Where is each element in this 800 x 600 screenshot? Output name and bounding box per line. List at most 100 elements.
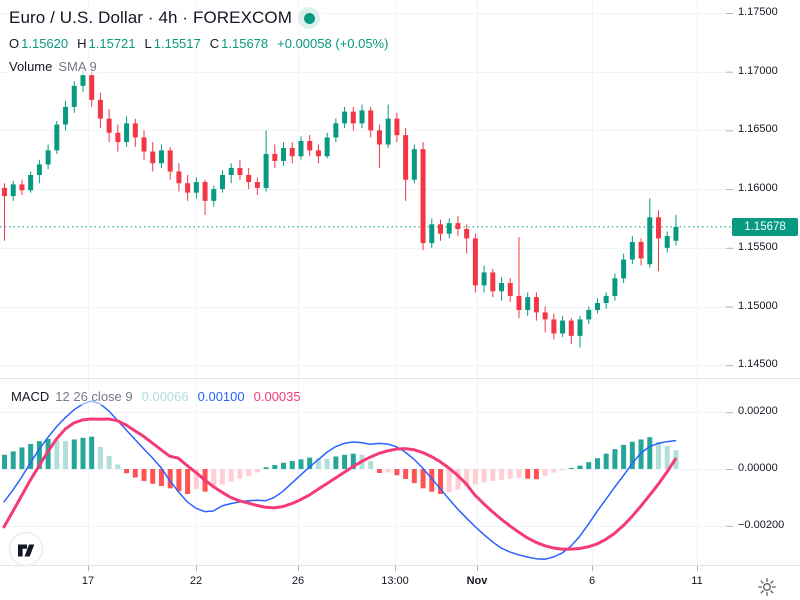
candle-body [507,283,513,296]
price-axis-label: 1.17500 [738,6,778,18]
candle-body [516,295,522,311]
macd-hist-value: 0.00066 [141,389,189,404]
macd-histogram-bar [246,469,252,477]
market-status-dot[interactable] [298,7,321,29]
macd-histogram-bar [254,469,260,473]
candle-body [560,320,566,334]
macd-histogram-bar [315,458,321,469]
candle-body [150,151,156,164]
macd-histogram-bar [472,469,478,485]
candle-body [324,137,330,157]
macd-histogram-bar [150,469,156,484]
macd-histogram-bar [385,469,391,473]
candle-body [45,150,51,165]
price-axis-label: 1.16500 [738,123,778,136]
time-axis-label: 17 [81,575,95,587]
volume-legend[interactable]: Volume SMA 9 [8,58,100,75]
macd-histogram-bar [446,469,452,493]
macd-histogram-bar [455,469,461,490]
candle-body [289,148,295,157]
sun-core [763,583,771,591]
candle-body [315,150,321,157]
candle-body [603,295,609,303]
macd-histogram-bar [193,469,199,489]
candle-body [19,184,25,191]
candle-body [664,236,670,248]
candle-body [420,149,426,244]
price-axis-label: 1.15000 [738,299,778,312]
time-axis-label: 13:00 [381,575,409,587]
candle-body [359,110,365,124]
macd-histogram-bar [10,451,16,469]
macd-histogram-bar [621,444,627,469]
macd-histogram-bar [19,447,25,469]
macd-histogram-bar [158,469,164,487]
candle-body [472,238,478,286]
macd-histogram-bar [28,444,34,469]
candle-body [455,223,461,230]
candle-body [568,320,574,336]
logo-circle [8,531,44,567]
candle-body [254,182,260,188]
candle-body [132,123,138,138]
macd-histogram-bar [333,456,339,469]
macd-histogram-bar [167,469,173,489]
macd-histogram-bar [89,436,95,469]
high-value: 1.15721 [88,36,136,51]
volume-params: SMA 9 [58,59,97,74]
logo-v-glyph [24,544,35,557]
price-axis-label: 1.14500 [738,358,778,371]
macd-histogram-bar [490,469,496,481]
candle-body [499,283,505,292]
candle-body [385,118,391,145]
candle-body [594,302,600,311]
candle-body [638,241,644,259]
macd-histogram-bar [106,455,112,469]
symbol-title[interactable]: Euro / U.S. Dollar · 4h · FOREXCOM [9,8,293,27]
macd-histogram-bar [638,439,644,469]
volume-label: Volume [9,59,53,74]
candle-body [629,241,635,260]
candle-body [228,167,234,176]
low-label: L [144,36,152,51]
macd-histogram-bar [403,469,409,479]
candle-body [124,123,130,143]
theme-sun-icon[interactable] [756,576,778,600]
tradingview-logo[interactable] [8,531,44,572]
macd-line-value: 0.00100 [197,389,245,404]
candle-body [577,319,583,336]
candle-body [272,153,278,161]
macd-histogram-bar [516,469,522,478]
macd-histogram-bar [394,469,400,476]
price-axis-label: 1.15500 [738,240,778,253]
candle-body [656,217,661,239]
macd-histogram-bar [568,467,574,469]
macd-legend[interactable]: MACD 12 26 close 9 0.00066 0.00100 0.000… [8,388,304,405]
macd-histogram-bar [272,465,278,469]
current-price-badge: 1.15678 [732,217,798,236]
macd-histogram-bar [80,437,86,469]
close-value: 1.15678 [221,36,269,51]
macd-axis-label: 0.00200 [738,405,778,418]
candle-body [333,123,339,138]
macd-histogram-bar [533,469,539,480]
macd-histogram-bar [54,440,60,469]
candle-body [429,224,435,244]
candle-body [376,130,382,145]
macd-histogram-bar [656,442,661,469]
high-label: H [77,36,87,51]
candle-body [612,278,618,296]
candle-body [411,149,417,180]
macd-histogram-bar [220,469,225,485]
macd-histogram-bar [481,469,487,483]
macd-histogram-bar [603,453,609,469]
macd-histogram-bar [124,469,130,474]
candle-body [403,135,409,180]
candle-body [464,229,470,239]
ohlc-row: O 1.15620 H 1.15721 L 1.15517 C 1.15678 +0.0… [8,35,392,52]
candle-body [97,99,103,119]
macd-histogram-bar [507,469,513,479]
candle-body [647,217,653,265]
